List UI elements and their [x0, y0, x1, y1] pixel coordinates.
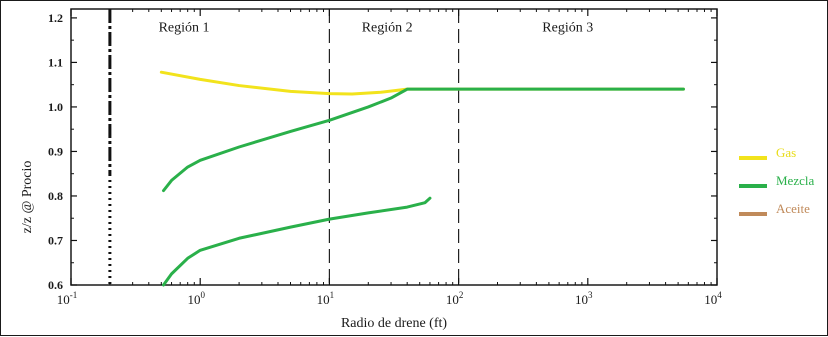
y-tick-label: 1.2: [48, 11, 63, 25]
x-tick-label: 100: [187, 290, 205, 307]
series-line-mezcla: [162, 196, 432, 287]
region-label-1: Región 1: [159, 20, 210, 35]
plot-area: [70, 8, 718, 286]
y-tick-label: 0.6: [48, 278, 63, 292]
x-tick-label: 103: [575, 290, 593, 307]
x-tick-label: 10-1: [57, 290, 78, 307]
y-axis-label: z/z @ Procio: [20, 161, 35, 234]
y-tick-label: 0.7: [48, 233, 63, 247]
x-axis-label: Radio de drene (ft): [341, 316, 447, 331]
y-tick-label: 0.9: [48, 144, 63, 158]
legend-label-mezcla: Mezcla: [776, 173, 814, 188]
legend-label-gas: Gas: [776, 145, 796, 160]
y-tick-label: 1.0: [48, 100, 63, 114]
x-tick-label: 101: [317, 290, 335, 307]
series-line-mezcla: [162, 87, 685, 193]
y-tick-label: 0.8: [48, 189, 63, 203]
x-tick-label: 104: [704, 290, 722, 307]
region-label-2: Región 2: [362, 20, 413, 35]
x-tick-label: 102: [446, 290, 464, 307]
region-label-3: Región 3: [542, 20, 593, 35]
y-tick-label: 1.1: [48, 55, 63, 69]
legend-label-aceite: Aceite: [776, 201, 810, 216]
